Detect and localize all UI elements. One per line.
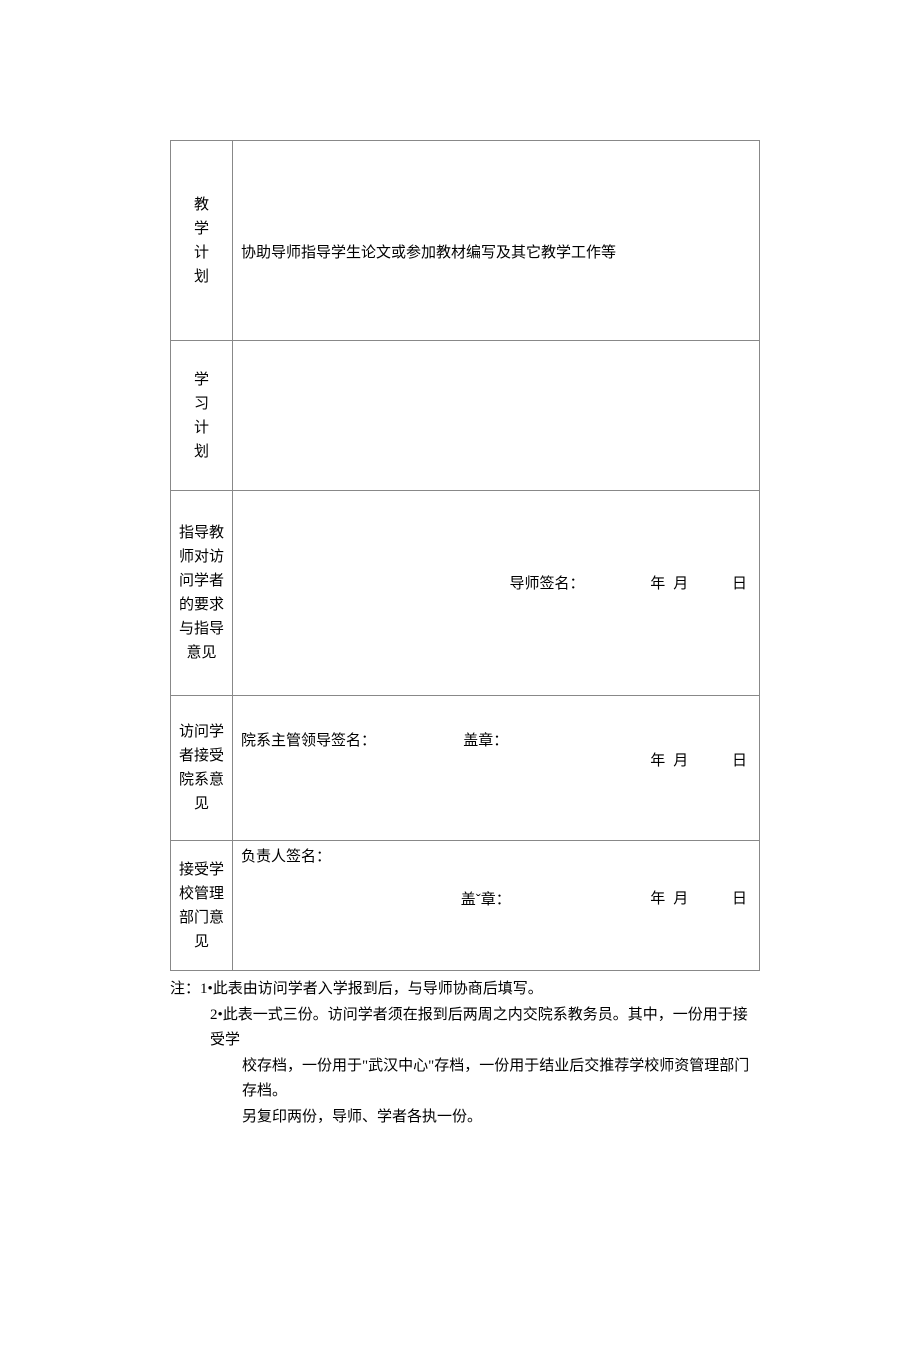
dept-seal-label: 盖章：	[463, 729, 508, 750]
teaching-text: 协助导师指导学生论文或参加教材编写及其它教学工作等	[241, 241, 616, 262]
footnotes: 注：1•此表由访问学者入学报到后，与导师协商后填写。 2•此表一式三份。访问学者…	[170, 977, 760, 1130]
date-month: 月	[673, 753, 688, 769]
label-text: 计 划	[173, 416, 230, 464]
date-day: 日	[732, 753, 747, 769]
date-day: 日	[732, 891, 747, 907]
form-table: 教 学 计 划 协助导师指导学生论文或参加教材编写及其它教学工作等 学 习 计 …	[170, 140, 760, 971]
date-year: 年	[650, 891, 665, 907]
school-signature-label: 负责人签名：	[241, 845, 331, 866]
label-text: 接受学校管理部门意见	[179, 862, 224, 950]
date-month: 月	[673, 576, 688, 592]
study-plan-content	[233, 341, 760, 491]
label-text: 指导教师对访问学者的要求与指导意见	[179, 525, 224, 661]
guidance-label: 指导教师对访问学者的要求与指导意见	[171, 491, 233, 696]
note-3: 校存档，一份用于"武汉中心"存档，一份用于结业后交推荐学校师资管理部门存档。	[170, 1054, 760, 1105]
study-plan-label: 学 习 计 划	[171, 341, 233, 491]
date-line: 年月 日	[241, 887, 751, 908]
date-year: 年	[650, 576, 665, 592]
label-text: 计 划	[173, 241, 230, 289]
school-opinion-content: 负责人签名： 盖ˇ章： 年月 日	[233, 841, 760, 971]
dept-signature-label: 院系主管领导签名：	[241, 729, 376, 750]
guidance-content: 导师签名： 年月 日	[233, 491, 760, 696]
date-day: 日	[732, 576, 747, 592]
school-opinion-label: 接受学校管理部门意见	[171, 841, 233, 971]
note-1: 注：1•此表由访问学者入学报到后，与导师协商后填写。	[170, 977, 760, 1003]
dept-opinion-label: 访问学者接受院系意见	[171, 696, 233, 841]
date-month: 月	[673, 891, 688, 907]
note-2: 2•此表一式三份。访问学者须在报到后两周之内交院系教务员。其中，一份用于接受学	[170, 1003, 760, 1054]
dept-opinion-content: 院系主管领导签名： 盖章： 年月 日	[233, 696, 760, 841]
date-year: 年	[650, 753, 665, 769]
label-text: 教 学	[173, 193, 230, 241]
teaching-plan-label: 教 学 计 划	[171, 141, 233, 341]
teaching-plan-content: 协助导师指导学生论文或参加教材编写及其它教学工作等	[233, 141, 760, 341]
label-text: 学 习	[173, 368, 230, 416]
label-text: 访问学者接受院系意见	[179, 724, 224, 812]
date-line: 年月 日	[241, 572, 751, 593]
note-4: 另复印两份，导师、学者各执一份。	[170, 1105, 760, 1131]
advisor-signature-label: 导师签名：	[509, 572, 584, 593]
date-line: 年月 日	[241, 749, 751, 770]
